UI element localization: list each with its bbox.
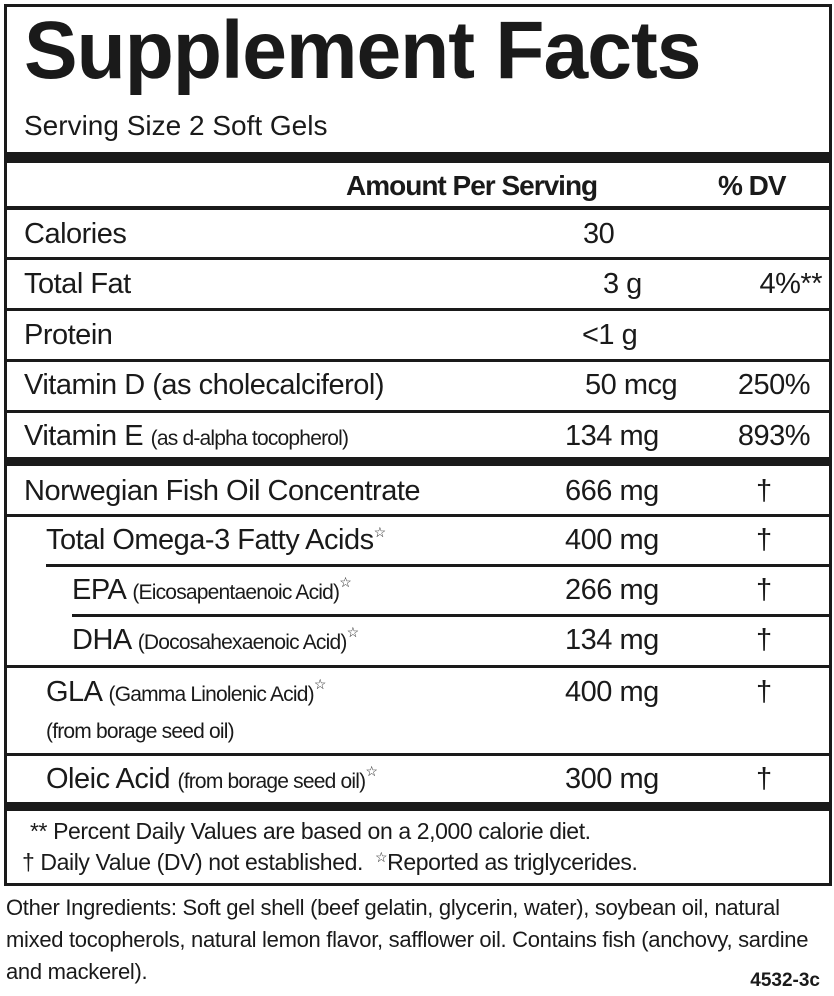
oil-amount: 134 mg xyxy=(565,624,659,656)
nutrient-name: Vitamin D (as cholecalciferol) xyxy=(24,369,385,401)
nutrient-name: Protein xyxy=(24,319,113,351)
divider xyxy=(7,308,829,311)
nutrient-name: Total Fat xyxy=(24,268,131,300)
amount-header: Amount Per Serving xyxy=(346,170,598,201)
oil-source: (from borage seed oil) xyxy=(46,720,235,743)
oil-dv: † xyxy=(756,574,772,606)
divider xyxy=(7,359,829,362)
footnote-dagger: † Daily Value (DV) not established. ☆Rep… xyxy=(22,849,638,875)
label-title: Supplement Facts xyxy=(24,5,701,96)
nutrient-amount: 30 xyxy=(583,218,615,250)
divider xyxy=(7,257,829,260)
star-icon: ☆ xyxy=(313,676,327,692)
divider xyxy=(7,206,829,210)
oil-dv: † xyxy=(756,524,772,556)
star-icon: ☆ xyxy=(346,624,360,640)
oil-dv: † xyxy=(756,475,772,507)
divider xyxy=(7,753,829,756)
oil-dv: † xyxy=(756,676,772,708)
oil-name: GLA (Gamma Linolenic Acid)☆ xyxy=(46,676,327,708)
oil-dv: † xyxy=(756,763,772,795)
oil-amount: 266 mg xyxy=(565,574,659,606)
divider xyxy=(7,514,829,517)
nutrient-name: Calories xyxy=(24,218,127,250)
divider xyxy=(7,665,829,668)
star-icon: ☆ xyxy=(373,524,387,540)
facts-box xyxy=(4,4,832,886)
thick-divider xyxy=(7,152,829,163)
oil-name: EPA (Eicosapentaenoic Acid)☆ xyxy=(72,574,352,606)
oil-name: DHA (Docosahexaenoic Acid)☆ xyxy=(72,624,360,656)
divider xyxy=(72,614,829,617)
product-code: 4532-3c xyxy=(750,970,820,991)
star-icon: ☆ xyxy=(365,763,378,779)
nutrient-name: Vitamin E (as d-alpha tocopherol) xyxy=(24,420,349,452)
oil-amount: 400 mg xyxy=(565,676,659,708)
serving-size: Serving Size 2 Soft Gels xyxy=(24,110,328,141)
dv-header: % DV xyxy=(718,170,787,201)
divider xyxy=(7,410,829,413)
star-icon: ☆ xyxy=(374,849,388,865)
oil-dv: † xyxy=(756,624,772,656)
star-icon: ☆ xyxy=(339,574,352,590)
oil-amount: 666 mg xyxy=(565,475,659,507)
nutrient-detail: (as d-alpha tocopherol) xyxy=(150,427,349,450)
nutrient-amount: 3 g xyxy=(603,268,642,300)
nutrient-dv: 893% xyxy=(737,420,811,452)
nutrient-amount: 134 mg xyxy=(565,420,659,452)
oil-amount: 400 mg xyxy=(565,524,659,556)
oil-name: Total Omega-3 Fatty Acids☆ xyxy=(46,524,387,556)
nutrient-dv: 4%** xyxy=(759,268,823,300)
thick-divider xyxy=(7,457,829,466)
nutrient-dv: 250% xyxy=(737,369,811,401)
other-ingredients: Other Ingredients: Soft gel shell (beef … xyxy=(6,895,809,984)
nutrient-amount: <1 g xyxy=(582,319,638,351)
footnote-dv: ** Percent Daily Values are based on a 2… xyxy=(30,818,591,844)
divider xyxy=(46,564,829,567)
oil-name: Norwegian Fish Oil Concentrate xyxy=(24,475,421,507)
thick-divider xyxy=(7,802,829,811)
nutrient-amount: 50 mcg xyxy=(585,369,678,401)
oil-amount: 300 mg xyxy=(565,763,659,795)
oil-name: Oleic Acid (from borage seed oil)☆ xyxy=(46,763,378,795)
